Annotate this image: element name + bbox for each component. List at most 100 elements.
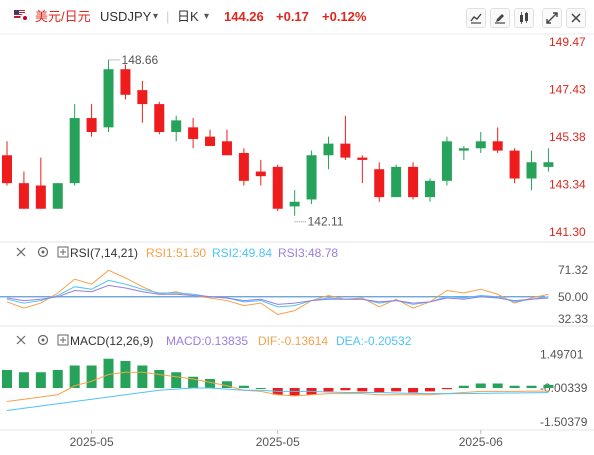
macd-bar-up [526, 385, 537, 388]
macd-bar-up [543, 384, 554, 388]
candle-body [221, 141, 232, 156]
candle-body [408, 166, 419, 198]
price-tick-label: 147.43 [549, 82, 586, 96]
macd-bar-up [458, 385, 469, 388]
macd-label: MACD(12,26,9) [70, 334, 153, 348]
rsi-axis: 71.32 50.00 32.33 [0, 263, 588, 326]
candle-body [2, 155, 12, 184]
dif-value: DIF:-0.13614 [258, 334, 328, 348]
macd-tick-label: -0.00339 [540, 381, 588, 395]
macd-lines [6, 371, 549, 411]
high-low-labels: 148.66 142.11 [108, 53, 344, 229]
macd-tick-label: -1.50379 [540, 415, 588, 429]
time-tick-label: 2025-05 [256, 435, 300, 449]
rsi-line-rsi1 [6, 269, 549, 315]
rsi-line-rsi2 [6, 279, 549, 308]
candle-down [374, 162, 385, 202]
macd-bar-down [441, 388, 452, 390]
macd-bar-down [289, 388, 300, 396]
price-axis: 149.47 147.43 145.38 143.34 141.30 [549, 35, 586, 239]
rsi-tick-label: 71.32 [558, 263, 588, 277]
chevron-down-icon[interactable]: ▾ [153, 11, 159, 22]
time-axis: 2025-05 2025-05 2025-06 [70, 430, 503, 449]
candle-down [221, 129, 232, 156]
gear-icon[interactable] [37, 246, 49, 258]
candle-up [391, 164, 402, 198]
macd-value: MACD:0.13835 [166, 334, 248, 348]
candle-body [323, 143, 334, 156]
rsi-legend: RSI(7,14,21) RSI1:51.50 RSI2:49.84 RSI3:… [16, 246, 338, 260]
macd-bar-up [69, 365, 80, 388]
candle-up [103, 59, 114, 132]
candle-body [238, 152, 249, 181]
current-price: 144.26 [224, 9, 264, 24]
macd-bar-up [2, 370, 12, 388]
close-icon[interactable] [16, 335, 26, 345]
candle-body [120, 69, 131, 95]
candle-down [18, 171, 29, 209]
candle-body [86, 118, 97, 132]
chart-header: 美元/日元 USDJPY ▾ | 日K ▾ 144.26 +0.17 +0.12… [0, 0, 594, 34]
time-tick-label: 2025-05 [70, 435, 114, 449]
macd-bar-up [238, 385, 249, 388]
dif-line [6, 371, 549, 402]
high-label: 148.66 [122, 53, 159, 67]
chevron-down-icon[interactable]: ▾ [204, 11, 210, 22]
candle-down [238, 148, 249, 186]
rsi-label: RSI(7,14,21) [70, 246, 138, 260]
candle-down [255, 159, 266, 186]
macd-histogram [2, 358, 554, 396]
macd-bar-down [374, 388, 385, 393]
macd-bar-up [205, 379, 216, 388]
macd-bar-up [18, 372, 29, 388]
macd-bar-up [171, 372, 182, 388]
candle-body [103, 69, 114, 128]
candle-body [509, 150, 520, 179]
candle-down [35, 157, 46, 209]
macd-bar-down [357, 388, 368, 392]
candle-body [441, 141, 452, 181]
close-icon[interactable] [16, 247, 26, 257]
candle-body [458, 148, 469, 151]
low-label: 142.11 [308, 215, 344, 229]
candle-body [475, 141, 486, 149]
draw-icon[interactable] [490, 8, 510, 28]
macd-bar-up [475, 383, 486, 388]
candle-body [272, 166, 283, 209]
candle-up [171, 115, 182, 142]
macd-axis: 1.49701 -0.00339 -1.50379 [540, 347, 588, 429]
macd-bar-down [340, 388, 351, 391]
candle-body [255, 171, 266, 177]
candle-body [357, 157, 368, 160]
candle-body [374, 169, 385, 198]
plus-box-icon[interactable] [57, 334, 69, 346]
price-change-pct: +0.12% [322, 9, 367, 24]
gear-icon[interactable] [37, 334, 49, 346]
compare-icon[interactable] [466, 8, 486, 28]
macd-bar-down [425, 388, 435, 392]
candle-up [458, 145, 469, 160]
candle-up [52, 183, 63, 209]
candle-body [69, 118, 80, 184]
candle-body [306, 155, 317, 200]
candle-body [205, 136, 216, 146]
rsi2-value: RSI2:49.84 [212, 246, 272, 260]
plus-box-icon[interactable] [57, 246, 69, 258]
candle-down [120, 64, 131, 100]
price-tick-label: 149.47 [549, 35, 586, 49]
fullscreen-icon[interactable] [542, 8, 562, 28]
symbol-name[interactable]: 美元/日元 [35, 9, 91, 24]
candle-up [526, 150, 537, 191]
rsi-tick-label: 32.33 [558, 312, 588, 326]
close-icon[interactable] [566, 8, 586, 28]
price-tick-label: 145.38 [549, 130, 586, 144]
candle-down [2, 141, 12, 186]
period-selector[interactable]: 日K [177, 9, 199, 24]
candle-down [408, 162, 419, 200]
indicator-icon[interactable] [514, 8, 534, 28]
candle-down [340, 115, 351, 160]
symbol-code[interactable]: USDJPY [100, 9, 152, 24]
candle-down [86, 104, 97, 137]
candle-down [205, 129, 216, 146]
